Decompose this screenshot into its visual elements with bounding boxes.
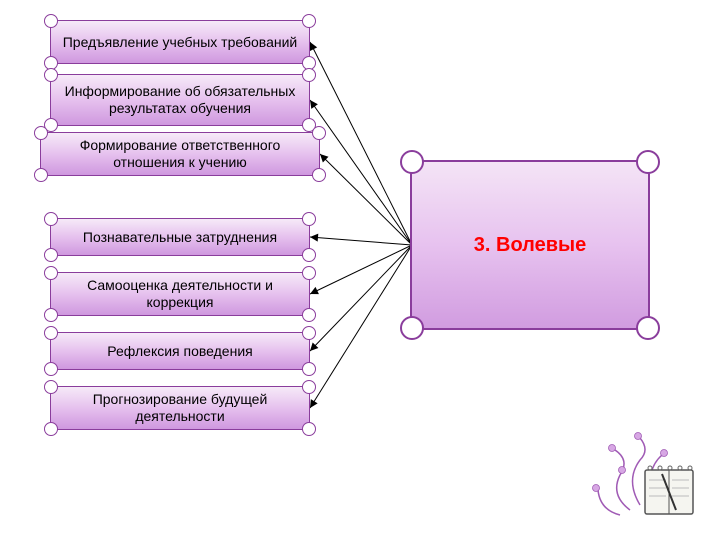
item-label: Формирование ответственного отношения к …	[51, 137, 309, 171]
item-box-2: Формирование ответственного отношения к …	[40, 132, 320, 176]
item-label: Предъявление учебных требований	[63, 34, 298, 51]
item-label: Информирование об обязательных результат…	[61, 83, 299, 117]
item-box-0: Предъявление учебных требований	[50, 20, 310, 64]
item-box-6: Прогнозирование будущей деятельности	[50, 386, 310, 430]
item-box-5: Рефлексия поведения	[50, 332, 310, 370]
item-label: Самооценка деятельности и коррекция	[61, 277, 299, 311]
item-label: Прогнозирование будущей деятельности	[61, 391, 299, 425]
corner-decoration	[590, 410, 710, 530]
item-label: Рефлексия поведения	[107, 343, 252, 360]
item-label: Познавательные затруднения	[83, 229, 277, 246]
item-box-1: Информирование об обязательных результат…	[50, 74, 310, 126]
item-box-3: Познавательные затруднения	[50, 218, 310, 256]
main-label: 3. Волевые	[474, 234, 586, 257]
main-category-box: 3. Волевые	[410, 160, 650, 330]
item-box-4: Самооценка деятельности и коррекция	[50, 272, 310, 316]
